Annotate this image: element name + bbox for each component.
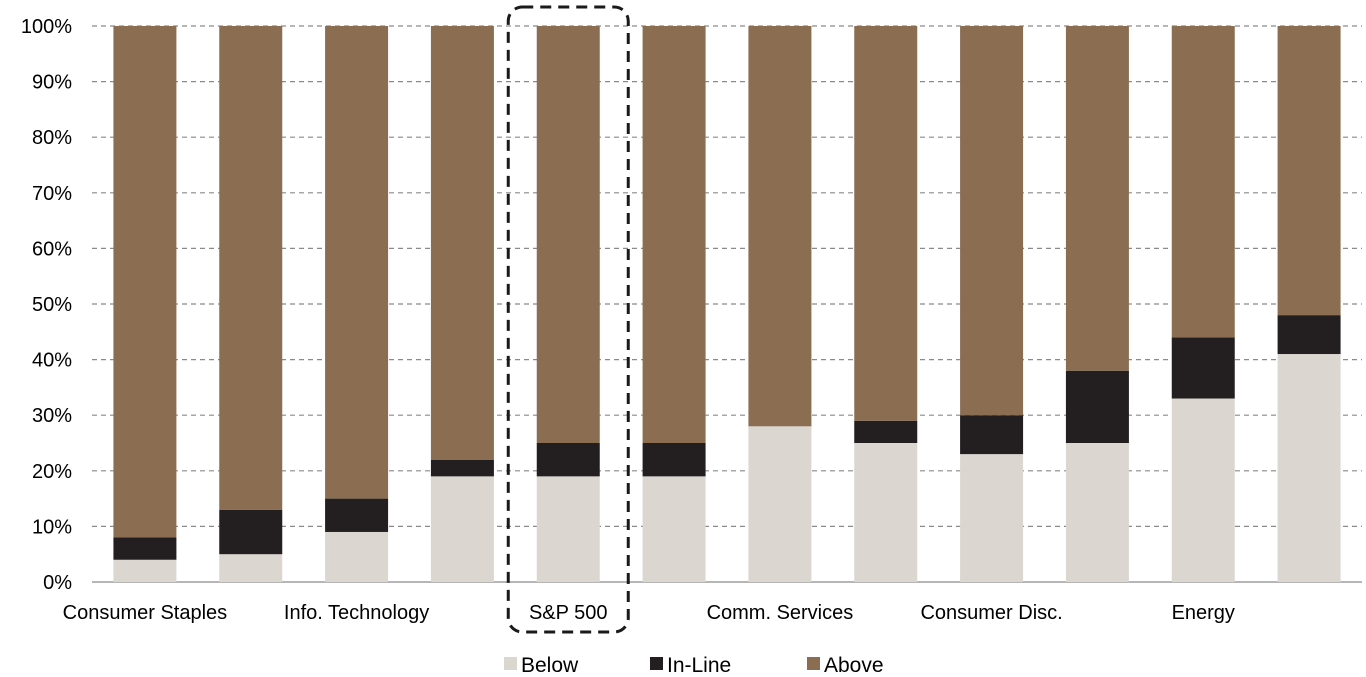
bar-above (1277, 26, 1341, 316)
bar-below (1065, 443, 1129, 582)
x-tick-label: Comm. Services (707, 602, 854, 624)
legend-label-below: Below (521, 654, 579, 677)
bar-below (960, 454, 1024, 582)
bar-below (854, 443, 918, 582)
legend-label-in-line: In-Line (667, 654, 731, 677)
y-axis-ticks: 0% 10% 20% 30% 40% 50% 60% 70% 80% 90% 100% (21, 16, 72, 594)
y-tick-label: 90% (32, 72, 72, 94)
y-tick-label: 30% (32, 405, 72, 427)
gridlines (92, 25, 1362, 583)
bar-above (536, 26, 600, 443)
x-tick-label: Consumer Staples (63, 602, 228, 624)
bar-below (113, 559, 177, 582)
bar-above (430, 26, 494, 460)
x-tick-label: Energy (1172, 602, 1235, 624)
bar-in-line (1171, 337, 1235, 399)
bar-in-line (642, 443, 706, 477)
y-tick-label: 0% (43, 572, 72, 594)
bar-below (325, 531, 389, 582)
x-axis-labels: Consumer Staples Info. Technology S&P 500 C… (63, 602, 1235, 624)
bar-below (642, 476, 706, 582)
bar-in-line (536, 443, 600, 477)
y-tick-label: 100% (21, 16, 72, 38)
highlight-dashed-box (506, 5, 630, 634)
bar-above (642, 26, 706, 443)
bar-in-line (854, 420, 918, 443)
bar-above (219, 26, 283, 510)
y-tick-label: 20% (32, 461, 72, 483)
legend: Below In-Line Above (504, 654, 884, 677)
x-tick-label: Info. Technology (284, 602, 429, 624)
bar-above (113, 26, 177, 538)
legend-label-above: Above (824, 654, 884, 677)
x-tick-label: S&P 500 (529, 602, 608, 624)
bar-below (1171, 398, 1235, 582)
bar-below (430, 476, 494, 582)
legend-swatch-above (807, 657, 820, 670)
bar-below (748, 426, 812, 582)
highlight-box (506, 5, 630, 634)
bar-in-line (1277, 315, 1341, 355)
bar-above (748, 26, 812, 427)
bar-above (1065, 26, 1129, 371)
bar-in-line (1065, 370, 1129, 443)
x-tick-label: Consumer Disc. (920, 602, 1062, 624)
bar-in-line (960, 415, 1024, 455)
bar-in-line (113, 537, 177, 560)
bar-above (960, 26, 1024, 416)
y-tick-label: 60% (32, 238, 72, 260)
y-tick-label: 80% (32, 127, 72, 149)
bar-below (536, 476, 600, 582)
bar-above (325, 26, 389, 499)
y-tick-label: 70% (32, 183, 72, 205)
legend-swatch-in-line (650, 657, 663, 670)
bars (113, 26, 1341, 582)
bar-above (854, 26, 918, 421)
bar-in-line (219, 509, 283, 555)
bar-below (1277, 354, 1341, 582)
bar-below (219, 554, 283, 582)
bar-in-line (325, 498, 389, 532)
bar-above (1171, 26, 1235, 338)
y-tick-label: 40% (32, 350, 72, 372)
y-tick-label: 10% (32, 516, 72, 538)
bar-in-line (430, 459, 494, 477)
legend-swatch-below (504, 657, 517, 670)
y-tick-label: 50% (32, 294, 72, 316)
